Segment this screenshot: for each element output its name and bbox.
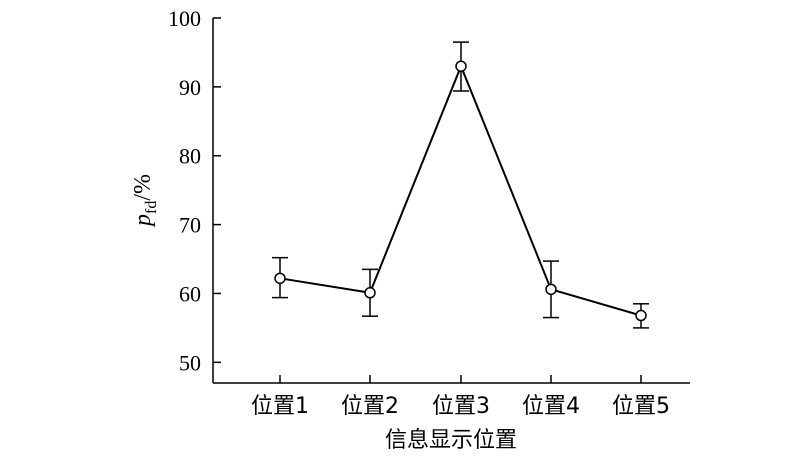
- y-axis-unit: /%: [130, 174, 156, 201]
- axes: [212, 18, 690, 384]
- x-tick-label: 位置5: [612, 394, 670, 419]
- x-ticks: 位置1 位置2 位置3 位置4 位置5: [251, 375, 670, 419]
- data-point: [364, 287, 376, 299]
- x-tick-label: 位置4: [522, 394, 580, 419]
- x-tick-label: 位置2: [341, 394, 399, 419]
- y-tick-label: 80: [179, 144, 201, 169]
- y-ticks: 50 60 70 80 90 100: [168, 6, 221, 375]
- y-axis-sub: fd: [143, 201, 160, 214]
- y-tick-label: 60: [179, 281, 201, 306]
- x-tick-label: 位置1: [251, 394, 309, 419]
- y-tick-label: 70: [179, 213, 201, 238]
- data-point: [545, 283, 557, 296]
- x-axis-title: 信息显示位置: [385, 428, 517, 453]
- y-tick-label: 90: [179, 75, 201, 100]
- y-axis-var: p: [130, 214, 156, 228]
- y-tick-label: 100: [168, 6, 201, 31]
- data-point: [635, 309, 647, 322]
- y-axis-title: pfd/%: [130, 174, 160, 228]
- data-points: [274, 60, 647, 322]
- series-line: [279, 63, 642, 317]
- x-tick-label: 位置3: [432, 394, 490, 419]
- y-tick-label: 50: [179, 350, 201, 375]
- data-point: [274, 272, 286, 285]
- data-point: [455, 60, 467, 72]
- error-bars: [272, 41, 649, 329]
